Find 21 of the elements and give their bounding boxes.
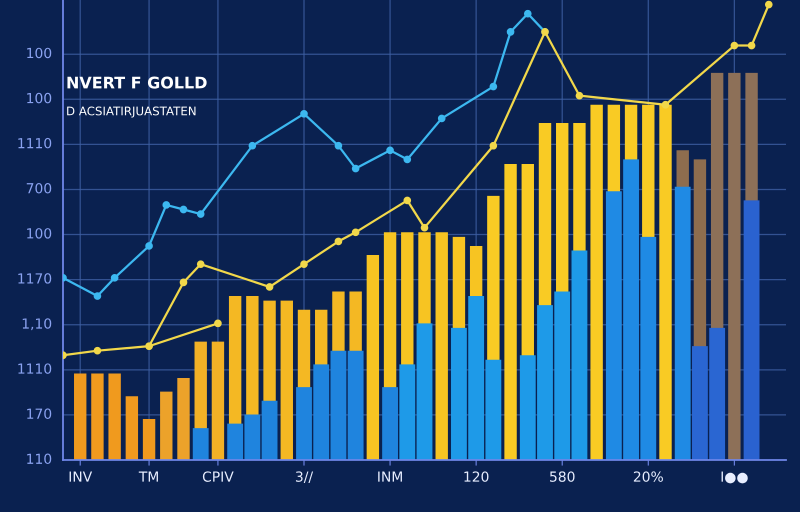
text: 1110	[18, 363, 52, 374]
text: 1,10	[22, 318, 52, 330]
x-tick-label: TM	[138, 472, 158, 482]
x-tick-label: INV	[70, 472, 92, 482]
text: 170	[27, 408, 52, 419]
text: 110	[27, 454, 52, 464]
text: 100	[27, 48, 52, 58]
x-tick-label: I●●	[722, 472, 748, 484]
text: 100	[27, 228, 52, 239]
x-tick-label: 580	[550, 471, 575, 482]
text: NVERT F GOLLD	[67, 76, 207, 89]
text: D ACSIATIRJUASTATEN	[67, 106, 196, 118]
x-tick-label: 120	[464, 471, 488, 482]
x-tick-label: 20%	[634, 471, 663, 482]
x-tick-label: 3//	[296, 471, 314, 483]
text: 1170	[18, 273, 52, 284]
text: 1110	[18, 138, 52, 148]
text: 700	[26, 182, 52, 194]
x-tick-label: INM	[378, 472, 402, 482]
x-tick-label: CPIV	[202, 471, 234, 482]
text: 100	[27, 92, 52, 104]
